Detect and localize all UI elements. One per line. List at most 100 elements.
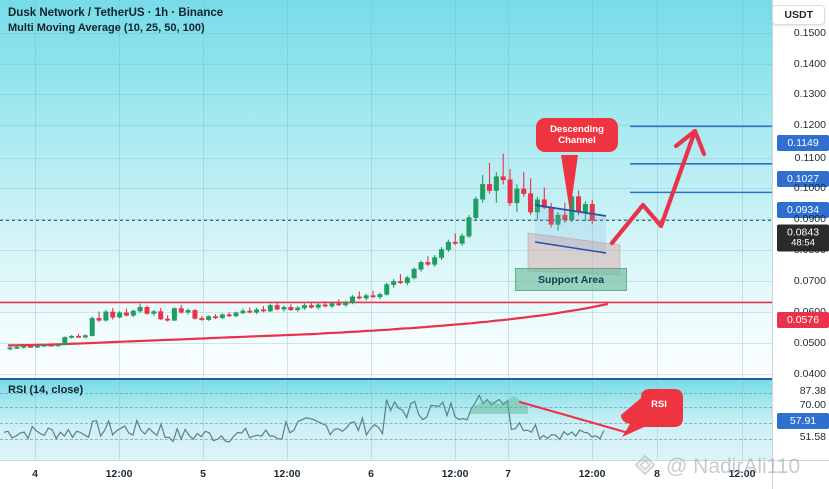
countdown-timer: 48:54 xyxy=(791,237,815,249)
price-axis-label: 0.1400 xyxy=(793,58,826,70)
candle-body xyxy=(55,344,61,347)
rsi-callout-text: RSI xyxy=(651,399,667,410)
gridline-horizontal xyxy=(0,64,772,65)
candle-body xyxy=(308,305,314,308)
time-axis-label: 8 xyxy=(654,468,660,480)
descending-channel-upper[interactable] xyxy=(534,204,607,217)
candle-body xyxy=(356,296,362,299)
gridline-vertical xyxy=(742,380,743,462)
candle-body xyxy=(28,346,34,348)
gridline-horizontal xyxy=(0,312,772,313)
indicator-title: Multi Moving Average (10, 25, 50, 100) xyxy=(8,21,205,34)
price-pane[interactable]: Support Area Descending Channel xyxy=(0,0,772,378)
gridline-horizontal xyxy=(0,33,772,34)
binance-diamond-icon xyxy=(634,454,656,476)
candle-body xyxy=(384,284,390,295)
rsi-callout-bubble xyxy=(621,389,683,437)
rsi-pane[interactable]: RSI xyxy=(0,378,772,462)
candle-body xyxy=(459,235,465,244)
gridline-horizontal xyxy=(0,158,772,159)
gridline-horizontal xyxy=(0,125,772,126)
price-axis-label: 0.0700 xyxy=(793,275,826,287)
currency-badge[interactable]: USDT xyxy=(772,5,825,25)
candle-body xyxy=(165,318,171,321)
candle-body xyxy=(171,308,177,321)
price-axis-label: 0.1100 xyxy=(794,152,826,164)
candle-body xyxy=(89,318,95,336)
candle-body xyxy=(582,204,588,213)
time-axis[interactable]: 4 12:00 5 12:00 6 12:00 7 12:00 8 12:00 xyxy=(0,460,772,489)
price-axis-label: 0.0800 xyxy=(793,244,826,256)
price-axis-pill[interactable]: 0.0934 xyxy=(777,202,829,218)
candle-body xyxy=(377,294,383,298)
symbol-title: Dusk Network / TetherUS · 1h · Binance xyxy=(8,7,224,19)
candle-body xyxy=(288,307,294,311)
time-axis-label: 12:00 xyxy=(273,468,301,480)
projection-arrow-head xyxy=(673,128,707,157)
price-axis-pill[interactable]: 0.1149 xyxy=(777,135,829,151)
candle-body xyxy=(445,241,451,250)
time-axis-label: 12:00 xyxy=(578,468,606,480)
descending-channel-fill xyxy=(535,205,606,253)
gridline-vertical xyxy=(742,0,743,378)
candle-body xyxy=(7,347,13,350)
time-axis-label: 12:00 xyxy=(441,468,469,480)
candle-body xyxy=(302,305,308,309)
candle-body xyxy=(21,346,27,348)
candlestick-series[interactable] xyxy=(7,153,595,351)
candle-body xyxy=(103,311,109,321)
price-axis-pill[interactable]: 0.0843 48:54 xyxy=(777,224,829,252)
chart-header: Dusk Network / TetherUS · 1h · Binance M… xyxy=(8,6,223,35)
gridline-vertical xyxy=(35,0,36,378)
candle-body xyxy=(281,307,287,310)
candle-body xyxy=(233,312,239,317)
price-axis-pill[interactable]: 57.91 xyxy=(777,413,829,429)
rsi-level-lower xyxy=(0,423,772,424)
rsi-indicator-title: RSI (14, close) xyxy=(8,384,84,396)
price-axis-label: 0.0500 xyxy=(793,337,826,349)
candle-body xyxy=(76,335,82,338)
candle-body xyxy=(534,199,540,213)
time-axis-label: 5 xyxy=(200,468,206,480)
price-axis-pill[interactable]: 0.1027 xyxy=(777,171,829,187)
time-axis-label: 12:00 xyxy=(728,468,756,480)
candle-body xyxy=(219,314,225,319)
price-axis-label: 0.1500 xyxy=(793,27,826,39)
candle-body xyxy=(521,188,527,194)
descending-channel-lower[interactable] xyxy=(534,241,607,254)
projection-arrow-path[interactable] xyxy=(609,128,698,246)
gridline-horizontal xyxy=(0,94,772,95)
candle-body xyxy=(500,176,506,181)
time-axis-label: 6 xyxy=(368,468,374,480)
candle-body xyxy=(48,344,54,347)
candle-body xyxy=(206,316,212,320)
time-axis-label: 12:00 xyxy=(105,468,133,480)
gridline-vertical xyxy=(203,0,204,378)
price-axis[interactable]: USDT 0.1500 0.1400 0.1300 0.1200 0.1149 0.110… xyxy=(772,0,829,460)
gridline-horizontal xyxy=(0,219,772,220)
price-axis-pill[interactable]: 0.0576 xyxy=(777,312,829,328)
callout-tail xyxy=(561,155,578,212)
candle-body xyxy=(14,346,20,349)
candle-body xyxy=(418,262,424,270)
candle-body xyxy=(267,305,273,312)
candle-body xyxy=(569,196,575,221)
candle-body xyxy=(528,193,534,213)
price-axis-label: 0.1300 xyxy=(793,88,826,100)
watermark-handle: @ NadirAli110 xyxy=(666,455,801,478)
candle-body xyxy=(274,305,280,310)
gridline-horizontal xyxy=(0,188,772,189)
candle-body xyxy=(96,318,102,321)
candle-body xyxy=(322,304,328,307)
candle-body xyxy=(69,335,75,338)
candle-body xyxy=(41,344,47,347)
candle-body xyxy=(432,257,438,265)
descending-channel-callout[interactable]: Descending Channel xyxy=(536,118,618,153)
candle-body xyxy=(349,296,355,303)
moving-average-line xyxy=(8,302,609,347)
candle-body xyxy=(411,268,417,279)
callout-line-2: Channel xyxy=(558,135,596,147)
support-area-label[interactable]: Support Area xyxy=(515,268,627,291)
candle-body xyxy=(226,314,232,317)
